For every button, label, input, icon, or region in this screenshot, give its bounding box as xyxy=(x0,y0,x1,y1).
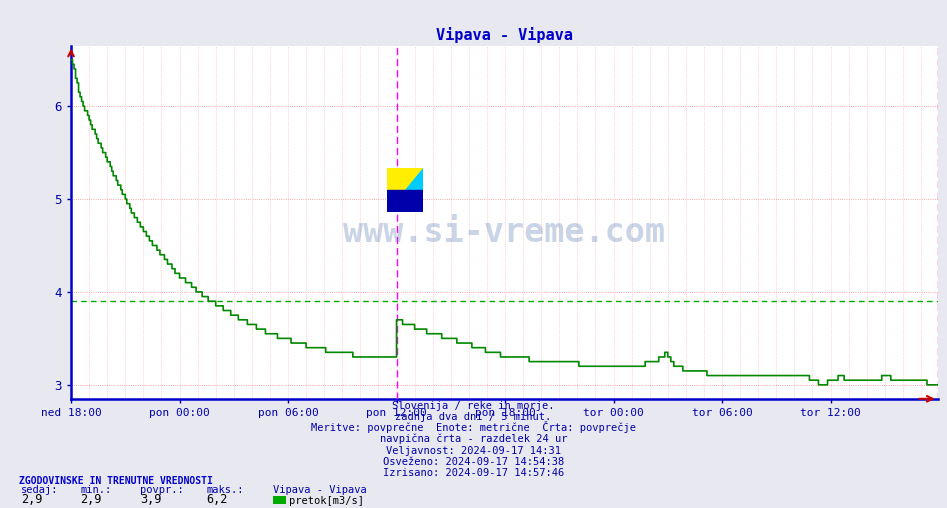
Text: Slovenija / reke in morje.: Slovenija / reke in morje. xyxy=(392,401,555,411)
Text: ZGODOVINSKE IN TRENUTNE VREDNOSTI: ZGODOVINSKE IN TRENUTNE VREDNOSTI xyxy=(19,475,213,486)
Text: 6,2: 6,2 xyxy=(206,493,228,506)
Text: Veljavnost: 2024-09-17 14:31: Veljavnost: 2024-09-17 14:31 xyxy=(386,446,561,456)
Text: www.si-vreme.com: www.si-vreme.com xyxy=(343,216,666,249)
Text: Izrisano: 2024-09-17 14:57:46: Izrisano: 2024-09-17 14:57:46 xyxy=(383,468,564,478)
Text: zadnja dva dni / 5 minut.: zadnja dva dni / 5 minut. xyxy=(396,412,551,422)
Text: min.:: min.: xyxy=(80,485,112,495)
Text: Vipava - Vipava: Vipava - Vipava xyxy=(273,485,366,495)
Polygon shape xyxy=(387,169,423,212)
Text: povpr.:: povpr.: xyxy=(140,485,184,495)
Polygon shape xyxy=(387,190,423,212)
Text: maks.:: maks.: xyxy=(206,485,244,495)
Text: sedaj:: sedaj: xyxy=(21,485,59,495)
Text: pretok[m3/s]: pretok[m3/s] xyxy=(289,496,364,506)
Text: navpična črta - razdelek 24 ur: navpična črta - razdelek 24 ur xyxy=(380,434,567,444)
Text: Meritve: povprečne  Enote: metrične  Črta: povprečje: Meritve: povprečne Enote: metrične Črta:… xyxy=(311,421,636,433)
Polygon shape xyxy=(387,169,423,212)
Text: 2,9: 2,9 xyxy=(80,493,102,506)
Text: 3,9: 3,9 xyxy=(140,493,162,506)
Text: 2,9: 2,9 xyxy=(21,493,43,506)
Text: Osveženo: 2024-09-17 14:54:38: Osveženo: 2024-09-17 14:54:38 xyxy=(383,457,564,467)
Title: Vipava - Vipava: Vipava - Vipava xyxy=(436,27,573,43)
